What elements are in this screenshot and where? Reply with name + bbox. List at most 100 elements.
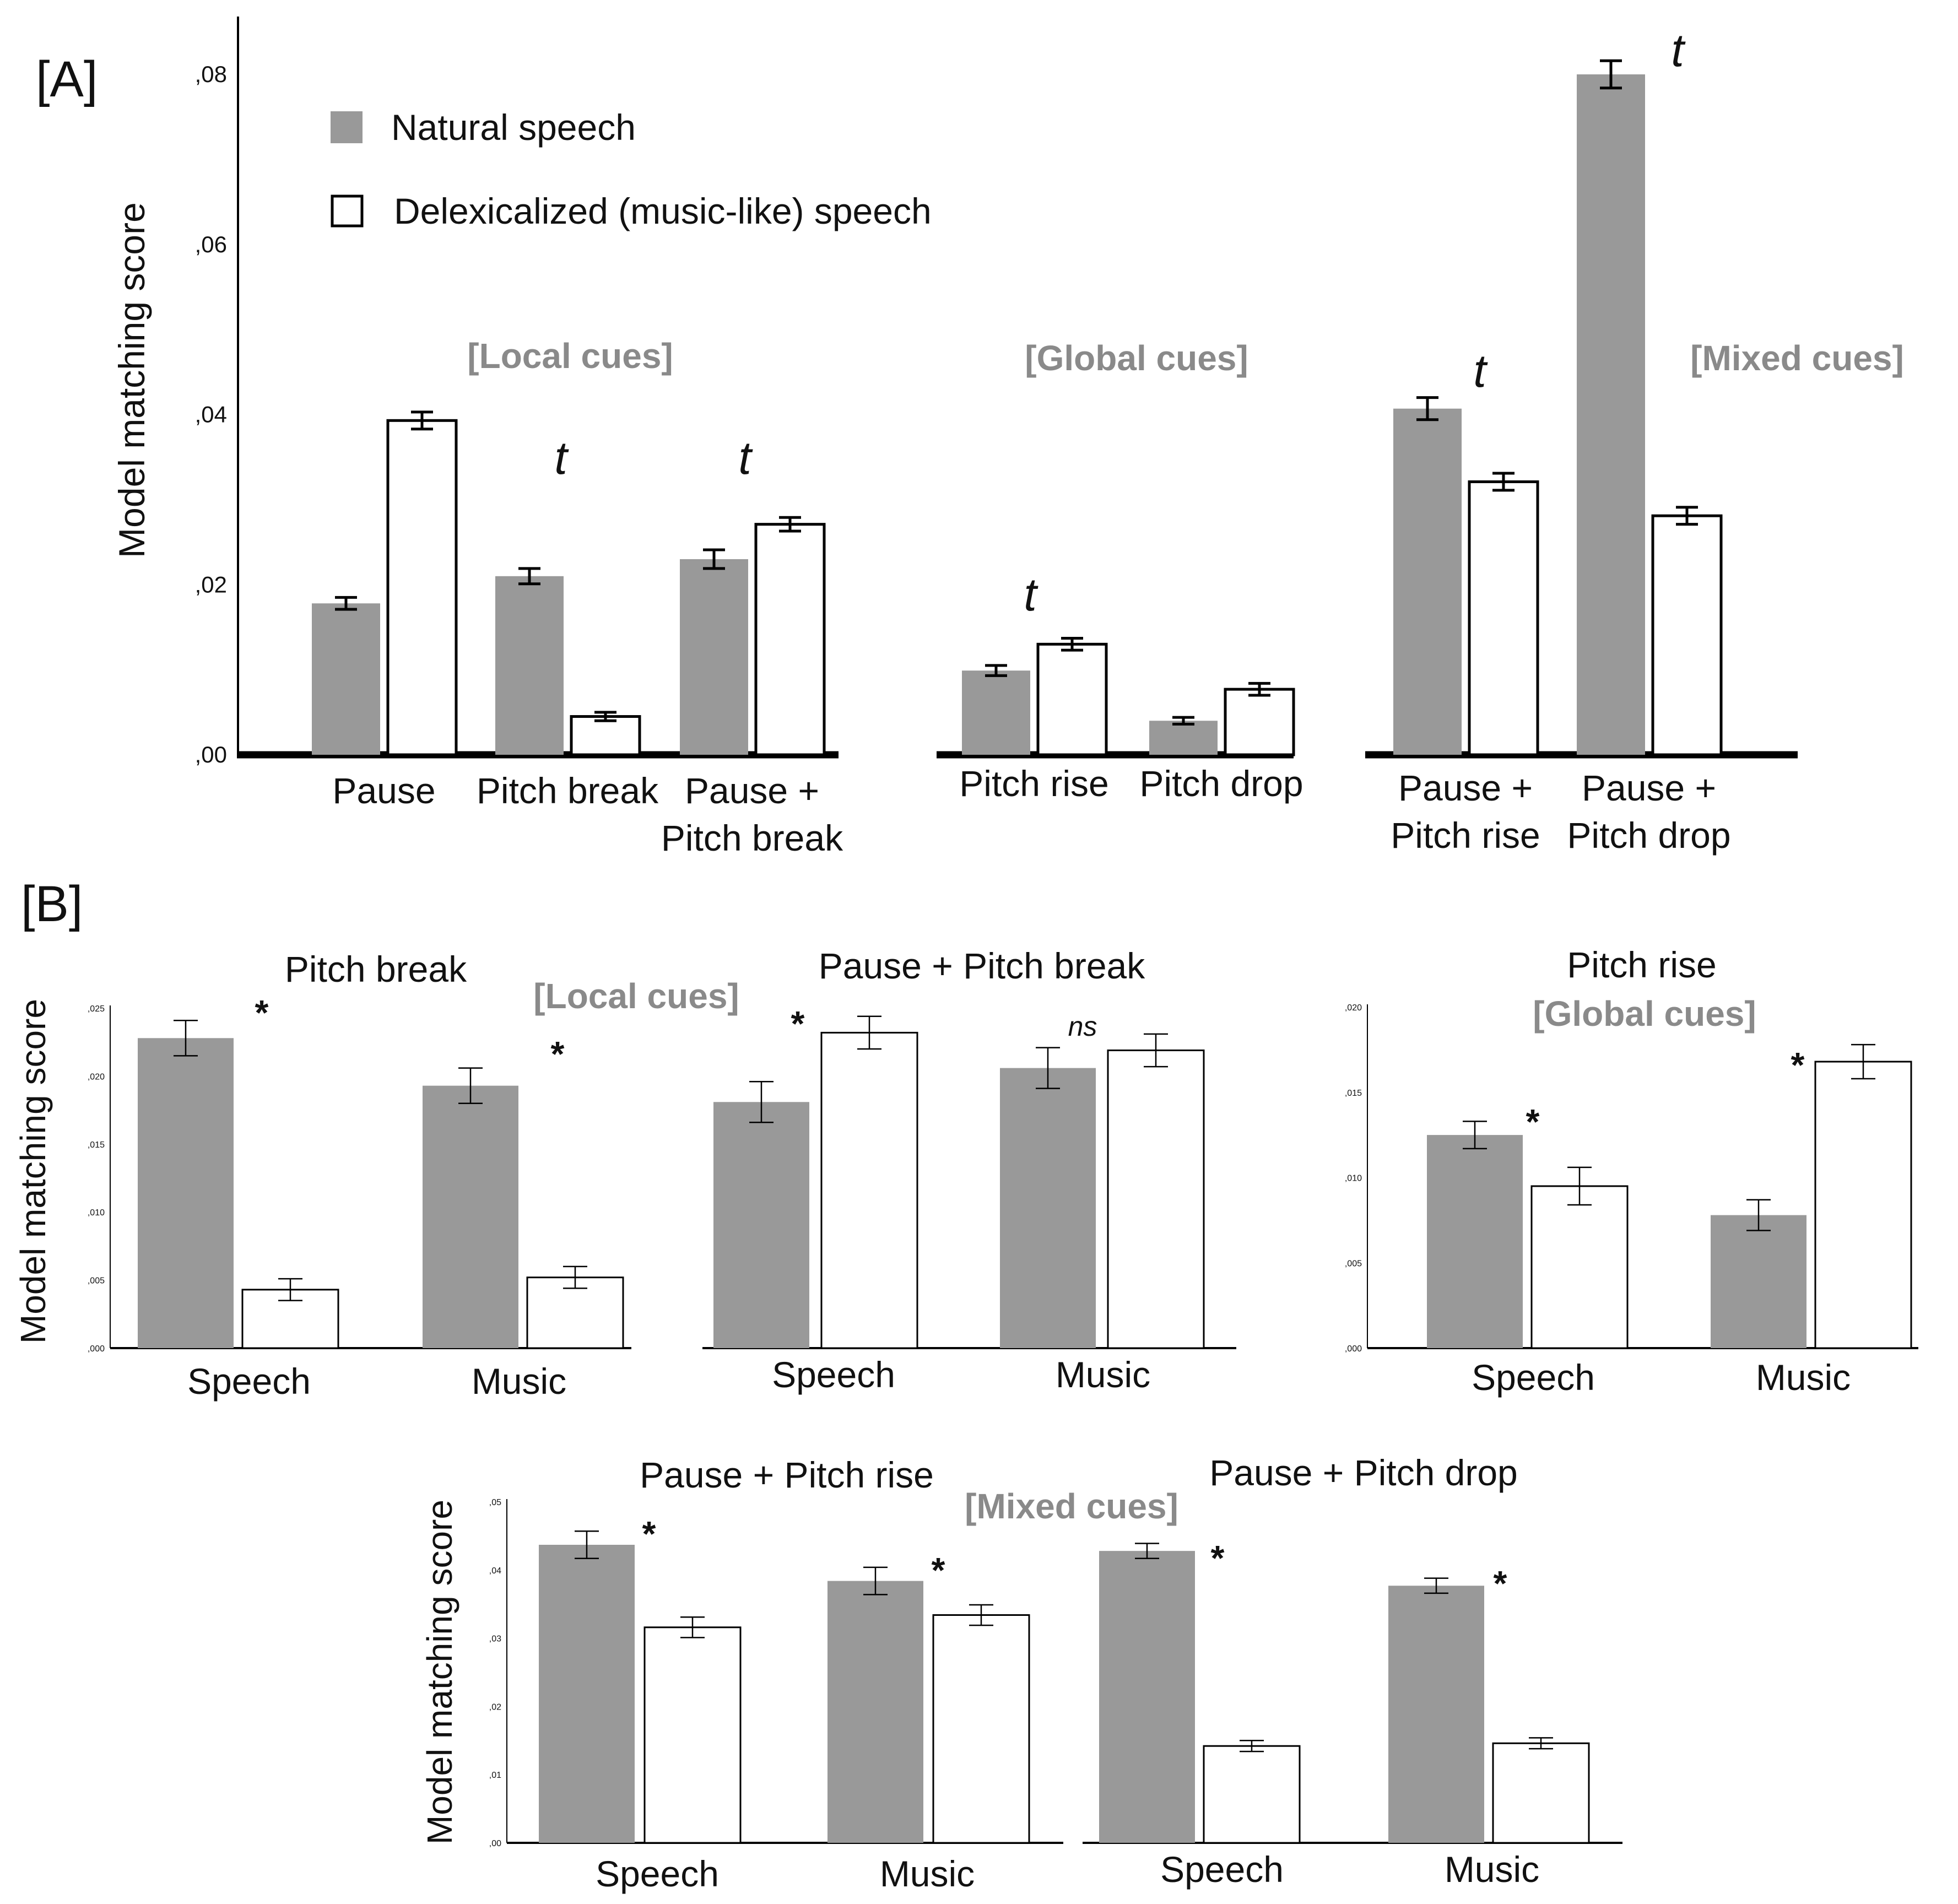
legend-delex-swatch — [331, 194, 364, 228]
a-ytick-label: ,04 — [195, 402, 227, 428]
b4-bar-delex — [932, 1614, 1030, 1844]
panel-b-label: [B] — [21, 876, 83, 932]
b4-category-label: Speech — [596, 1853, 719, 1894]
a-ytick-label: ,00 — [195, 742, 227, 767]
b4-ytick-label: ,03 — [489, 1635, 501, 1644]
b1-category-label: Music — [472, 1361, 566, 1402]
a-category-label: Pitch drop — [1567, 815, 1730, 856]
b2-bar-natural — [713, 1102, 809, 1348]
a-bar-natural — [680, 559, 748, 755]
b5-category-label: Music — [1445, 1849, 1539, 1890]
b3-ytick-label: ,010 — [1345, 1174, 1362, 1183]
b-global-cues-label: [Global cues] — [1533, 994, 1756, 1034]
b3-ytick-label: ,015 — [1345, 1089, 1362, 1098]
a-trend-marker: t — [1473, 345, 1488, 397]
b4-bar-delex — [643, 1626, 742, 1844]
a-ytick-label: ,02 — [195, 571, 227, 597]
b4-category-label: Music — [880, 1853, 975, 1894]
a-category-label: Pause + — [685, 770, 819, 811]
b4-bar-natural — [539, 1544, 635, 1843]
b4-ytick-label: ,02 — [489, 1702, 501, 1712]
b3-ytick-label: ,005 — [1345, 1259, 1362, 1268]
b3-ytick-label: ,020 — [1345, 1003, 1362, 1013]
b5-bar-delex — [1203, 1745, 1301, 1844]
b1-ytick-label: ,015 — [88, 1140, 105, 1150]
group-label-local: [Local cues] — [467, 336, 673, 376]
a-bar-natural — [495, 576, 564, 755]
a-ytick-label: ,06 — [195, 231, 227, 257]
b2-significance-marker: * — [791, 1004, 805, 1043]
b4-bar-natural — [827, 1581, 923, 1843]
b1-ytick-label: ,000 — [88, 1344, 105, 1354]
b2-category-label: Speech — [772, 1354, 895, 1395]
a-bar-natural — [1577, 74, 1645, 755]
b2-category-label: Music — [1056, 1354, 1150, 1395]
b3-title: Pitch rise — [1567, 944, 1716, 985]
b-local-cues-label: [Local cues] — [533, 976, 739, 1016]
a-bar-delex — [754, 523, 826, 756]
b2-bar-delex — [820, 1031, 918, 1349]
a-category-label: Pitch rise — [1391, 815, 1540, 856]
group-label-global: [Global cues] — [1025, 338, 1248, 378]
b2-bar-natural — [1000, 1068, 1096, 1348]
a-bar-delex — [1651, 514, 1723, 756]
b5-category-label: Speech — [1160, 1849, 1284, 1890]
b5-title: Pause + Pitch drop — [1209, 1452, 1518, 1493]
b3-significance-marker: * — [1791, 1045, 1805, 1085]
legend-natural-label: Natural speech — [391, 107, 636, 148]
b3-category-label: Music — [1756, 1357, 1851, 1398]
a-trend-marker: t — [554, 432, 569, 484]
legend-delex-label: Delexicalized (music-like) speech — [394, 191, 932, 231]
a-category-label: Pause + — [1398, 767, 1533, 808]
b4-ytick-label: ,05 — [489, 1498, 501, 1507]
b4-significance-marker: * — [932, 1550, 945, 1590]
b1-ytick-label: ,010 — [88, 1208, 105, 1218]
chart-marks: ,00 ,02 ,04 ,06 ,08 Pause Pitch break Pause + Pi… — [88, 17, 1918, 1894]
b-top-ylabel: Model matching score — [13, 999, 53, 1344]
b-mixed-cues-label: [Mixed cues] — [965, 1486, 1178, 1526]
a-trend-marker: t — [738, 432, 753, 484]
b2-title: Pause + Pitch break — [819, 945, 1146, 986]
b2-bar-delex — [1107, 1050, 1205, 1349]
b3-bar-natural — [1711, 1215, 1806, 1348]
a-bar-natural — [1149, 721, 1218, 755]
b1-title: Pitch break — [285, 949, 467, 989]
a-ytick-label: ,08 — [195, 61, 227, 87]
b1-ytick-label: ,020 — [88, 1072, 105, 1081]
b4-ytick-label: ,04 — [489, 1566, 501, 1576]
b5-significance-marker: * — [1494, 1564, 1507, 1603]
group-label-mixed: [Mixed cues] — [1690, 338, 1904, 378]
b1-bar-natural — [423, 1085, 518, 1348]
a-trend-marker: t — [1024, 569, 1039, 620]
b4-title: Pause + Pitch rise — [640, 1454, 934, 1495]
b3-significance-marker: * — [1526, 1102, 1540, 1142]
panel-a-ylabel: Model matching score — [111, 202, 152, 558]
a-bar-delex — [1468, 480, 1539, 756]
b3-bar-delex — [1530, 1185, 1629, 1349]
a-bar-natural — [1393, 408, 1462, 755]
a-bar-delex — [570, 715, 641, 756]
a-bar-natural — [312, 603, 380, 755]
b3-bar-delex — [1814, 1061, 1912, 1349]
b1-significance-marker: * — [551, 1034, 565, 1074]
b5-bar-delex — [1492, 1742, 1590, 1844]
b1-category-label: Speech — [187, 1361, 311, 1402]
a-bar-natural — [962, 670, 1030, 755]
b4-ytick-label: ,00 — [489, 1839, 501, 1848]
b1-bar-natural — [138, 1038, 234, 1348]
b3-ytick-label: ,000 — [1345, 1344, 1362, 1354]
b4-significance-marker: * — [642, 1514, 656, 1554]
b1-ytick-label: ,005 — [88, 1276, 105, 1286]
b-bottom-ylabel: Model matching score — [420, 1500, 459, 1844]
a-category-label: Pause — [332, 770, 435, 811]
b5-bar-natural — [1099, 1551, 1195, 1843]
a-bar-delex — [386, 419, 458, 756]
a-category-label: Pitch drop — [1139, 763, 1303, 804]
panel-a-label: [A] — [36, 51, 98, 107]
a-category-label: Pause + — [1582, 767, 1716, 808]
a-category-label: Pitch rise — [959, 763, 1108, 804]
legend-natural-swatch — [331, 111, 363, 143]
a-bar-delex — [1224, 688, 1295, 756]
a-category-label: Pitch break — [477, 770, 659, 811]
